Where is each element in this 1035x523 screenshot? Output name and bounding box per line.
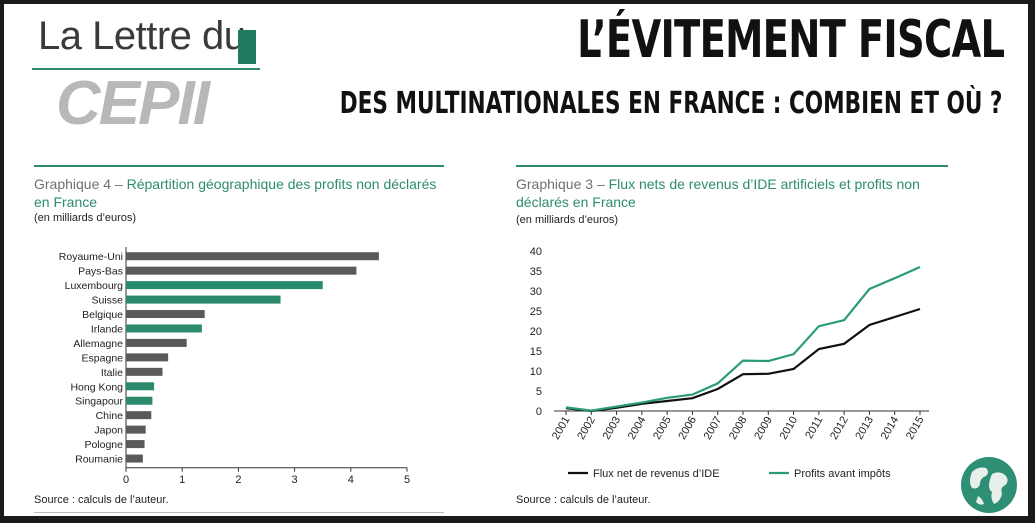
bar-category-label: Luxembourg bbox=[65, 280, 124, 292]
left-panel-rule bbox=[34, 165, 444, 167]
bar-category-label: Chine bbox=[96, 410, 124, 422]
bar-category-label: Hong Kong bbox=[70, 381, 123, 393]
bar-x-tick-label: 1 bbox=[179, 474, 185, 486]
line-chart-title-text: Flux nets de revenus d’IDE artificiels e… bbox=[516, 176, 920, 210]
line-x-tick-label: 2009 bbox=[752, 415, 775, 442]
bar-category-label: Japon bbox=[94, 425, 123, 437]
bar-category-label: Irlande bbox=[91, 323, 123, 335]
bar-chart-title-text: Répartition géographique des profits non… bbox=[34, 176, 437, 210]
bar bbox=[126, 252, 379, 261]
line-y-tick-label: 35 bbox=[530, 266, 542, 278]
line-series bbox=[565, 307, 921, 413]
bar bbox=[126, 266, 357, 275]
bar-x-tick-label: 4 bbox=[348, 474, 354, 486]
bar-chart-unit: (en milliards d’euros) bbox=[34, 212, 137, 224]
line-chart-source: Source : calculs de l’auteur. bbox=[516, 494, 651, 506]
line-y-tick-label: 20 bbox=[530, 326, 542, 338]
logo-square bbox=[238, 30, 256, 64]
bar-category-label: Espagne bbox=[82, 352, 124, 364]
bar bbox=[126, 425, 146, 434]
bar-chart-title-number: Graphique 4 – bbox=[34, 176, 123, 192]
bar-category-label: Belgique bbox=[82, 309, 123, 321]
bar-x-tick-label: 3 bbox=[292, 474, 298, 486]
logo-line1: La Lettre du bbox=[38, 14, 246, 58]
legend-label: Flux net de revenus d’IDE bbox=[593, 468, 720, 480]
right-panel-rule bbox=[516, 165, 948, 167]
bar-chart-source: Source : calculs de l’auteur. bbox=[34, 494, 169, 506]
bar bbox=[126, 324, 202, 333]
bar-chart-title: Graphique 4 – Répartition géographique d… bbox=[34, 175, 444, 211]
line-x-tick-label: 2002 bbox=[575, 415, 598, 442]
line-chart-title: Graphique 3 – Flux nets de revenus d’IDE… bbox=[516, 175, 946, 211]
bar bbox=[126, 295, 281, 304]
logo-rule bbox=[32, 68, 260, 70]
header: La Lettre du CEPII L’ÉVITEMENT FISCAL DE… bbox=[4, 4, 1028, 154]
line-x-tick-label: 2004 bbox=[626, 415, 649, 442]
line-x-tick-label: 2012 bbox=[828, 415, 851, 442]
line-chart-unit: (en milliards d’euros) bbox=[516, 214, 619, 226]
line-x-tick-label: 2015 bbox=[904, 415, 927, 442]
bar-category-label: Allemagne bbox=[73, 338, 123, 350]
line-chart-title-number: Graphique 3 – bbox=[516, 176, 605, 192]
legend-label: Profits avant impôts bbox=[794, 468, 891, 480]
bar-chart: 0 1 2 3 4 5 Royaume-Uni Pays-Bas Luxembourg Suiss… bbox=[59, 247, 410, 486]
bar-x-tick-label: 5 bbox=[404, 474, 410, 486]
line-x-tick-label: 2014 bbox=[879, 415, 902, 442]
bar-category-label: Pologne bbox=[84, 439, 123, 451]
line-x-tick-label: 2005 bbox=[651, 415, 674, 442]
line-x-tick-label: 2010 bbox=[778, 415, 801, 442]
line-x-tick-label: 2011 bbox=[803, 415, 825, 441]
line-x-tick-label: 2003 bbox=[601, 415, 624, 442]
line-y-tick-label: 40 bbox=[530, 246, 542, 258]
bar bbox=[126, 454, 143, 463]
line-x-tick-label: 2007 bbox=[702, 415, 725, 442]
line-x-tick-label: 2008 bbox=[727, 415, 750, 442]
line-y-tick-label: 10 bbox=[530, 366, 542, 378]
line-y-tick-label: 30 bbox=[530, 286, 542, 298]
bar-category-label: Singapour bbox=[75, 396, 123, 408]
bar bbox=[126, 411, 152, 420]
line-y-tick-label: 25 bbox=[530, 306, 542, 318]
logo-line2: CEPII bbox=[56, 69, 210, 138]
page: La Lettre du CEPII L’ÉVITEMENT FISCAL DE… bbox=[4, 4, 1028, 516]
bar bbox=[126, 281, 323, 290]
line-y-tick-label: 0 bbox=[536, 406, 542, 418]
page-title: L’ÉVITEMENT FISCAL bbox=[576, 10, 1005, 70]
line-x-tick-label: 2001 bbox=[550, 415, 573, 442]
bar bbox=[126, 396, 153, 405]
bar bbox=[126, 338, 187, 347]
bar bbox=[126, 353, 169, 362]
bar-x-tick-label: 0 bbox=[123, 474, 129, 486]
left-panel-bottom-rule bbox=[34, 512, 444, 513]
bar bbox=[126, 310, 205, 319]
bar-category-label: Pays-Bas bbox=[78, 266, 123, 278]
bar-category-label: Italie bbox=[101, 367, 123, 379]
page-subtitle: DES MULTINATIONALES EN FRANCE : COMBIEN … bbox=[339, 86, 1002, 121]
bar bbox=[126, 367, 163, 376]
line-x-tick-label: 2006 bbox=[676, 415, 699, 442]
line-y-tick-label: 15 bbox=[530, 346, 542, 358]
line-x-tick-label: 2013 bbox=[853, 415, 876, 442]
bar bbox=[126, 440, 145, 449]
line-y-tick-label: 5 bbox=[536, 386, 542, 398]
line-series bbox=[565, 265, 921, 412]
bar-x-tick-label: 2 bbox=[235, 474, 241, 486]
bar bbox=[126, 382, 155, 391]
bar-category-label: Suisse bbox=[91, 295, 123, 307]
bar-category-label: Royaume-Uni bbox=[59, 251, 123, 263]
globe-icon bbox=[961, 457, 1017, 513]
line-chart: 0 5 10 15 20 25 30 35 40 2001 2002 2003 2004 2005 2006… bbox=[530, 246, 929, 480]
bar-category-label: Roumanie bbox=[75, 454, 123, 466]
